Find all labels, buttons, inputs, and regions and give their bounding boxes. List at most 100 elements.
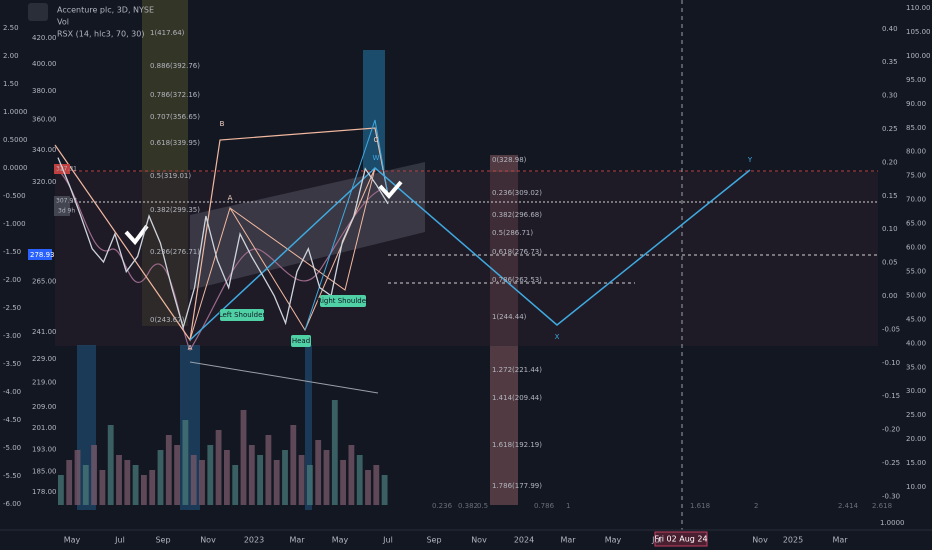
- price-line: [57, 157, 389, 330]
- time-tick-label: Sep: [426, 536, 441, 545]
- pattern-line: [54, 127, 389, 342]
- time-tick-label: May: [332, 536, 349, 545]
- right-tick-label: 80.00: [906, 148, 926, 156]
- volume-bar: [307, 465, 313, 505]
- right-tick-label: 25.00: [906, 411, 926, 419]
- rsx-tick-label: 0.0000: [3, 164, 28, 172]
- right-tick-label: 0.25: [882, 125, 898, 133]
- time-tick-label: Mar: [560, 536, 576, 545]
- volume-bar: [240, 410, 247, 505]
- volume-bar: [74, 450, 81, 505]
- fib-label: 0.5(319.01): [150, 172, 191, 180]
- highlight: [305, 345, 312, 510]
- fib-label: 0.786(262.53): [492, 276, 542, 284]
- rsx-tick-label: -2.00: [3, 276, 21, 284]
- volume-bar: [323, 450, 330, 505]
- fib-time-label: 1.618: [690, 502, 710, 510]
- cursor-date: Fri 02 Aug 24: [654, 535, 707, 544]
- right-tick-label: 0.40: [882, 25, 898, 33]
- right-tick-label: 20.00: [906, 435, 926, 443]
- symbol-icon[interactable]: [28, 3, 48, 21]
- price-tick-label: 209.00: [32, 403, 57, 411]
- volume-bar: [124, 460, 131, 505]
- pattern-label: B: [220, 120, 225, 128]
- fib-time-label: 0.786: [534, 502, 555, 510]
- vol-label: Vol: [57, 18, 69, 27]
- projection-line: [304, 119, 389, 331]
- volume-bar: [257, 455, 264, 505]
- time-tick-label: 2025: [783, 536, 803, 545]
- rsx-tick-label: 1.50: [3, 80, 19, 88]
- time-tick-label: May: [605, 536, 622, 545]
- right-tick-label: 0.35: [882, 58, 898, 66]
- right-tick-label: 30.00: [906, 387, 926, 395]
- right-tick-label: 10.00: [906, 483, 926, 491]
- rsx-tick-label: -0.500: [3, 192, 26, 200]
- badge-text: 327.31: [56, 166, 77, 173]
- right-tick-label: 105.00: [906, 28, 931, 36]
- volume-bar: [107, 425, 114, 505]
- volume-bar: [116, 455, 122, 505]
- price-tick-label: 380.00: [32, 87, 57, 95]
- price-tick-label: 201.00: [32, 424, 57, 432]
- price-tick-label: 360.00: [32, 116, 57, 124]
- rsx-tick-label: -3.00: [3, 332, 21, 340]
- volume-bar: [381, 475, 388, 505]
- volume-bar: [282, 450, 288, 505]
- fib-label: 0.236(309.02): [492, 189, 542, 197]
- rsx-tick-label: -6.00: [3, 500, 21, 508]
- fib-time-label: 0.236: [432, 502, 453, 510]
- badge-text: 3d 9h: [58, 208, 75, 215]
- fib-label: 0(328.98): [492, 156, 527, 164]
- rsx-tick-label: 2.50: [3, 24, 19, 32]
- volume-bar: [365, 470, 371, 505]
- volume-bar: [273, 460, 280, 505]
- right-tick-label: -0.10: [882, 359, 900, 367]
- rsx-tick-label: -2.50: [3, 304, 21, 312]
- fib-label: 0.886(392.76): [150, 62, 200, 70]
- fib-label: 0.382(299.35): [150, 206, 200, 214]
- volume-bar: [199, 460, 205, 505]
- rsx-tick-label: -5.00: [3, 444, 21, 452]
- trend-line: [189, 361, 379, 394]
- right-tick-label: 65.00: [906, 220, 926, 228]
- price-tick-label: 185.00: [32, 468, 57, 476]
- price-tick-label: 193.00: [32, 445, 57, 453]
- volume-bar: [348, 445, 355, 505]
- cursor-badge: [654, 531, 708, 547]
- rsx-tick-label: -1.50: [3, 248, 21, 256]
- volume-bar: [373, 465, 380, 505]
- fib-time-label: 2.414: [838, 502, 859, 510]
- price-tick-label: 178.00: [32, 488, 57, 496]
- price-tick-label: 340.00: [32, 146, 57, 154]
- right-tick-label: 0.05: [882, 259, 898, 267]
- right-tick-label: 110.00: [906, 4, 931, 12]
- pattern-tag: [220, 309, 264, 321]
- price-tick-label: 420.00: [32, 34, 57, 42]
- fib-label: 0.786(372.16): [150, 91, 200, 99]
- volume-bar: [132, 465, 139, 505]
- rsx-tick-label: -5.50: [3, 472, 21, 480]
- time-tick-label: Sep: [155, 536, 170, 545]
- pattern-tag-text: Right Shoulder: [317, 297, 369, 305]
- volume-bar: [290, 425, 297, 505]
- volume-bar: [165, 435, 172, 505]
- fib-time-label: 2.618: [872, 502, 892, 510]
- price-tick-label: 265.00: [32, 278, 57, 286]
- pattern-label: A: [228, 194, 233, 202]
- volume-bar: [356, 455, 363, 505]
- fib-label: 1.414(209.44): [492, 394, 542, 402]
- right-tick-label: -0.25: [882, 459, 900, 467]
- fib-label: 1(417.64): [150, 29, 185, 37]
- volume-bar: [340, 460, 347, 505]
- rsx-line: [57, 169, 381, 352]
- price-tick-label: 229.00: [32, 355, 57, 363]
- rsx-tick-label: -4.50: [3, 416, 21, 424]
- price-tick-label: 241.00: [32, 328, 57, 336]
- right-tick-label: 55.00: [906, 267, 926, 275]
- right-tick-label: 1.0000: [880, 519, 905, 527]
- right-tick-label: -0.30: [882, 492, 900, 500]
- volume-bar: [157, 450, 164, 505]
- fib-label: 0(243.67): [150, 316, 185, 324]
